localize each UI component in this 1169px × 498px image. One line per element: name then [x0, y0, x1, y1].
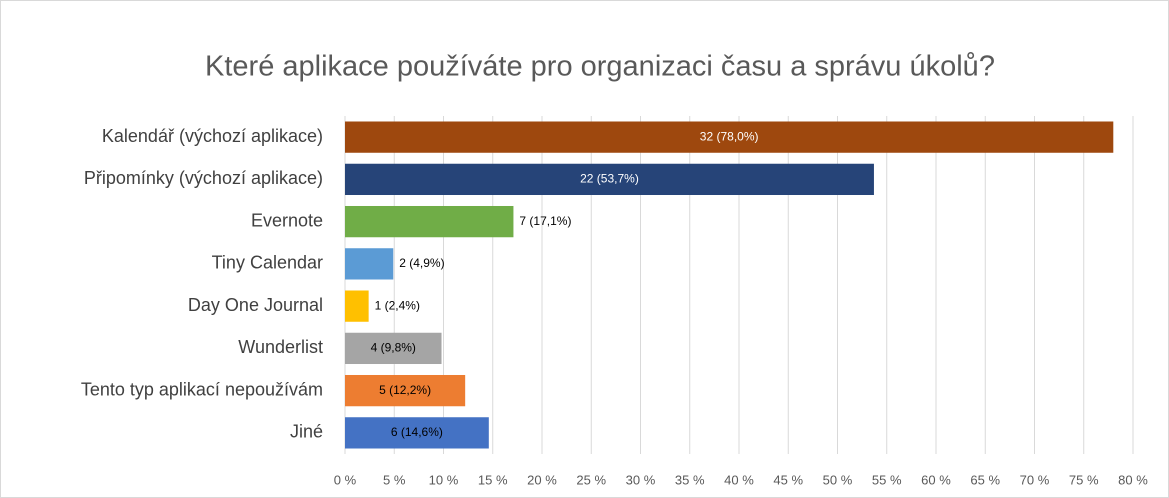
- bar: [345, 374, 466, 407]
- x-tick-label: 60 %: [921, 472, 951, 487]
- x-tick-label: 75 %: [1069, 472, 1099, 487]
- x-tick-label: 10 %: [429, 472, 459, 487]
- data-label: 6 (14,6%): [391, 425, 443, 439]
- x-tick-label: 55 %: [872, 472, 902, 487]
- x-tick-label: 40 %: [724, 472, 754, 487]
- bar: [345, 205, 514, 238]
- y-tick-label: Wunderlist: [238, 337, 323, 357]
- x-tick-label: 65 %: [970, 472, 1000, 487]
- x-tick-label: 25 %: [576, 472, 606, 487]
- y-tick-label: Jiné: [290, 422, 323, 442]
- x-tick-label: 30 %: [626, 472, 656, 487]
- y-tick-label: Evernote: [251, 210, 323, 230]
- y-tick-label: Tiny Calendar: [212, 253, 323, 273]
- bar: [345, 332, 442, 365]
- x-tick-label: 45 %: [773, 472, 803, 487]
- chart-title: Které aplikace používáte pro organizaci …: [205, 51, 995, 83]
- bar: [345, 417, 489, 449]
- data-label: 22 (53,7%): [580, 172, 639, 186]
- x-tick-label: 20 %: [527, 472, 557, 487]
- x-tick-label: 80 %: [1118, 472, 1148, 487]
- data-label: 2 (4,9%): [399, 256, 444, 270]
- x-tick-label: 0 %: [334, 472, 357, 487]
- bar: [345, 163, 874, 196]
- data-label: 4 (9,8%): [371, 341, 416, 355]
- bar: [345, 121, 1114, 153]
- y-tick-label: Day One Journal: [188, 295, 323, 315]
- data-label: 1 (2,4%): [375, 298, 420, 312]
- x-tick-label: 35 %: [675, 472, 705, 487]
- y-tick-label: Připomínky (výchozí aplikace): [84, 168, 323, 188]
- data-label: 5 (12,2%): [379, 383, 431, 397]
- data-label: 32 (78,0%): [700, 129, 759, 143]
- x-tick-label: 15 %: [478, 472, 508, 487]
- y-tick-label: Kalendář (výchozí aplikace): [102, 126, 323, 146]
- x-tick-label: 50 %: [823, 472, 853, 487]
- x-tick-label: 70 %: [1020, 472, 1050, 487]
- bar: [345, 290, 369, 322]
- bar: [345, 248, 394, 280]
- data-label: 7 (17,1%): [519, 214, 571, 228]
- y-tick-label: Tento typ aplikací nepoužívám: [81, 379, 323, 399]
- x-tick-label: 5 %: [383, 472, 406, 487]
